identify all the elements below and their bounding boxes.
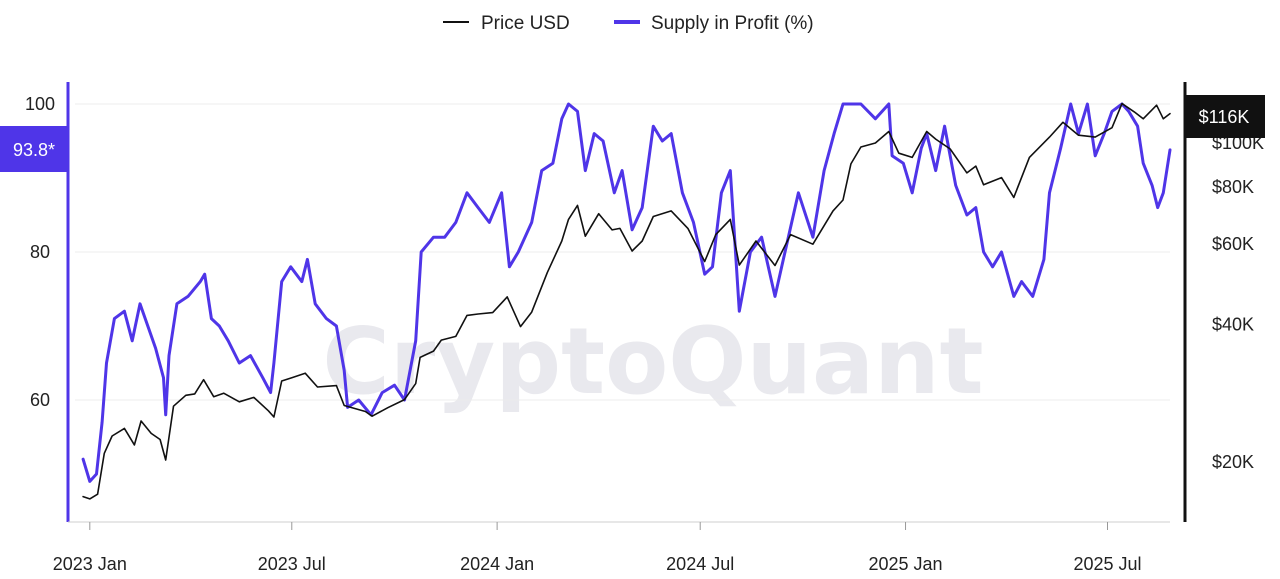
legend-item-supply[interactable]: Supply in Profit (%) xyxy=(614,13,814,34)
price-current-badge: $116K xyxy=(1185,95,1265,138)
legend-label-price: Price USD xyxy=(481,13,570,34)
series-price-usd-line xyxy=(82,102,1171,500)
left-axis-ticks: 60 80 100 xyxy=(25,94,55,410)
x-tick-label: 2025 Jan xyxy=(868,554,942,574)
legend[interactable]: Price USD Supply in Profit (%) xyxy=(443,13,814,34)
y-left-tick-label: 60 xyxy=(30,390,50,410)
legend-item-price[interactable]: Price USD xyxy=(443,13,570,34)
x-tick-label: 2024 Jul xyxy=(666,554,734,574)
watermark: CryptoQuant xyxy=(322,308,983,415)
x-tick-label: 2025 Jul xyxy=(1073,554,1141,574)
supply-current-badge-bg xyxy=(0,126,68,172)
y-right-tick-label: $40K xyxy=(1212,315,1254,335)
series-supply-in-profit-line xyxy=(81,102,1172,483)
y-left-tick-label: 100 xyxy=(25,94,55,114)
supply-current-value: 93.8* xyxy=(13,140,55,160)
y-right-tick-label: $60K xyxy=(1212,234,1254,254)
x-tick-label: 2024 Jan xyxy=(460,554,534,574)
x-tick-label: 2023 Jul xyxy=(258,554,326,574)
y-right-tick-label: $80K xyxy=(1212,177,1254,197)
price-current-badge-bg xyxy=(1185,95,1265,138)
y-left-tick-label: 80 xyxy=(30,242,50,262)
x-axis-ticks: 2023 Jan 2023 Jul 2024 Jan 2024 Jul 2025 Jan… xyxy=(53,522,1142,574)
series-layer xyxy=(81,102,1172,500)
supply-current-badge: 93.8* xyxy=(0,126,68,172)
legend-label-supply: Supply in Profit (%) xyxy=(651,13,814,34)
price-current-value: $116K xyxy=(1199,107,1250,127)
x-tick-label: 2023 Jan xyxy=(53,554,127,574)
right-axis-ticks: $20K$40K$60K$80K$100K xyxy=(1212,133,1264,472)
y-right-tick-label: $20K xyxy=(1212,452,1254,472)
